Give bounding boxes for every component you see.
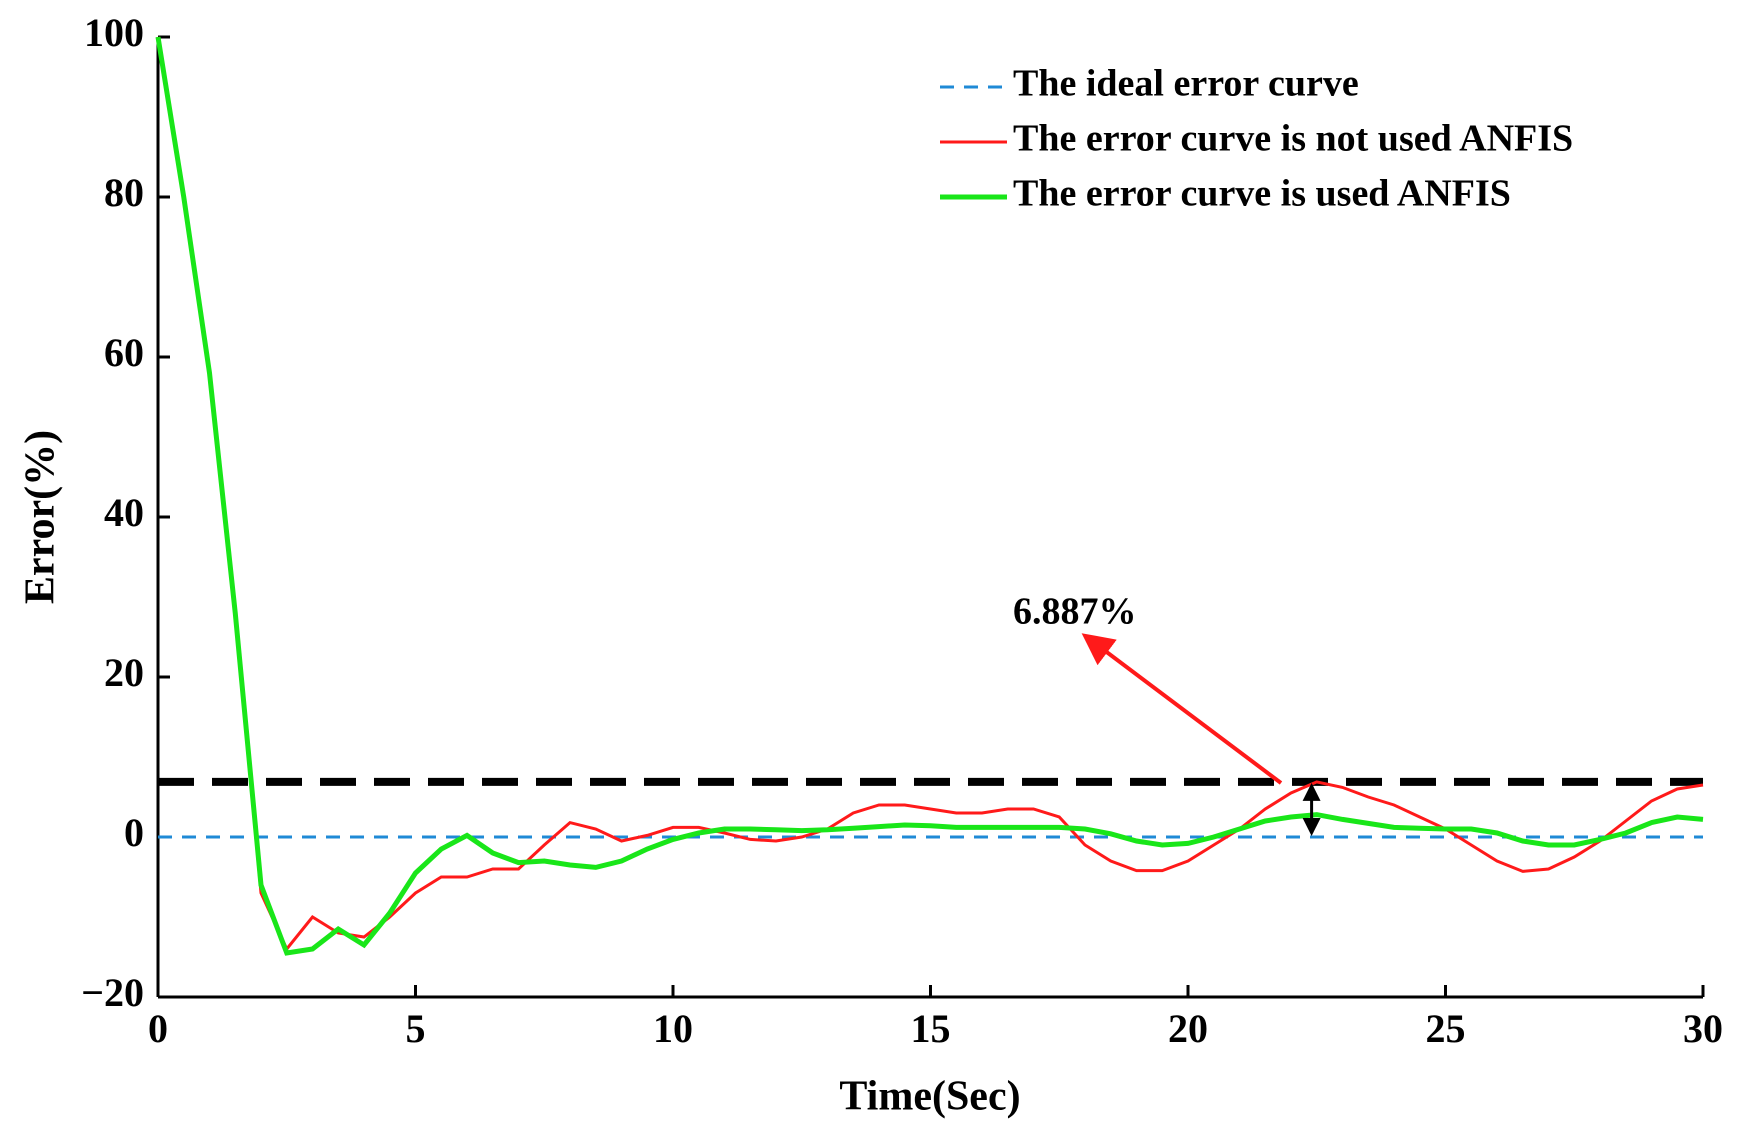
x-tick-label: 25: [1426, 1006, 1466, 1051]
y-tick-label: 0: [124, 810, 144, 855]
y-tick-label: 60: [104, 330, 144, 375]
y-tick-label: 100: [84, 10, 144, 55]
legend-text: The error curve is used ANFIS: [1013, 173, 1511, 215]
annotation-text: 6.887%: [1013, 591, 1137, 633]
legend-text: The error curve is not used ANFIS: [1013, 118, 1573, 160]
series-line: [155, 36, 1704, 956]
x-tick-label: 30: [1683, 1006, 1723, 1051]
x-tick-label: 10: [653, 1006, 693, 1051]
y-tick-label: 20: [104, 650, 144, 695]
annotation-arrow: [1081, 633, 1283, 785]
y-tick-label: 40: [104, 490, 144, 535]
x-tick-label: 15: [911, 1006, 951, 1051]
x-tick-label: 20: [1168, 1006, 1208, 1051]
y-axis-label: Error(%): [18, 430, 64, 604]
x-tick-label: 0: [148, 1006, 168, 1051]
x-axis-label: Time(Sec): [839, 1074, 1020, 1120]
x-tick-label: 5: [406, 1006, 426, 1051]
legend-text: The ideal error curve: [1013, 63, 1359, 105]
y-tick-label: −20: [81, 970, 144, 1015]
y-tick-label: 80: [104, 170, 144, 215]
